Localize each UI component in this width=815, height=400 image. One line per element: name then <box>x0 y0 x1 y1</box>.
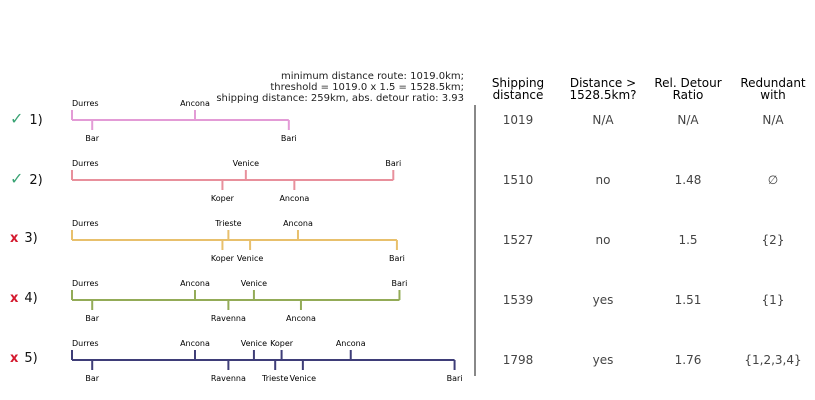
stop-label: Durres <box>72 159 99 168</box>
shipping-distance-line: shipping distance: 259km, abs. detour ra… <box>216 93 464 104</box>
distance-exceeds-cell: N/A <box>592 113 614 127</box>
header-distance-exceeds: Distance > 1528.5km? <box>569 76 637 102</box>
min-distance-line: minimum distance route: 1019.0km; <box>280 71 464 82</box>
stop-label: Bar <box>85 374 99 383</box>
redundant-with-cell: N/A <box>762 113 784 127</box>
header-shipping-distance: Shipping distance <box>491 76 545 102</box>
route-index-label: 2) <box>29 173 43 188</box>
header-redundant-with: Redundant with <box>740 76 806 102</box>
distance-exceeds-cell: no <box>595 233 611 247</box>
route-status: ✓ 2) <box>10 171 50 189</box>
route-index-label: 4) <box>24 291 38 306</box>
detour-ratio-cell: 1.48 <box>674 173 702 187</box>
cross-icon: x <box>10 291 19 306</box>
route-4: Durres Bar Ancona Ravenna Venice Ancona Bari <box>71 279 408 323</box>
shipping-distance-cell: 1527 <box>502 233 534 247</box>
cross-icon: x <box>10 231 19 246</box>
route-5: DurresBarAnconaRavennaVeniceTriesteKoper… <box>71 339 463 383</box>
stop-label: Bari <box>389 254 405 263</box>
stop-label: Venice <box>237 254 263 263</box>
route-summary-text: minimum distance route: 1019.0km; thresh… <box>104 71 464 104</box>
route-status: x 3) <box>10 231 50 247</box>
stop-label: Trieste <box>261 374 288 383</box>
distance-exceeds-cell: yes <box>592 353 614 367</box>
stop-label: Bari <box>385 159 401 168</box>
stop-label: Ancona <box>283 219 313 228</box>
stop-label: Durres <box>72 279 99 288</box>
stop-label: Ravenna <box>211 314 246 323</box>
detour-ratio-cell: 1.51 <box>674 293 702 307</box>
stop-label: Koper <box>211 194 235 203</box>
shipping-distance-cell: 1019 <box>502 113 534 127</box>
stop-label: Koper <box>270 339 294 348</box>
route-index-label: 1) <box>29 113 43 128</box>
stop-label: Ancona <box>180 279 210 288</box>
route-index-label: 3) <box>24 231 38 246</box>
stop-label: Bari <box>447 374 463 383</box>
stop-label: Durres <box>72 99 99 108</box>
stop-label: Bar <box>85 314 99 323</box>
stop-label: Venice <box>233 159 259 168</box>
shipping-distance-cell: 1539 <box>502 293 534 307</box>
stop-label: Ancona <box>180 99 210 108</box>
stop-label: Venice <box>241 339 267 348</box>
route-1: Durres Bar Ancona Bari <box>71 99 297 143</box>
check-icon: ✓ <box>10 169 24 188</box>
stop-label: Durres <box>72 339 99 348</box>
distance-exceeds-cell: no <box>595 173 611 187</box>
detour-ratio-cell: 1.5 <box>678 233 698 247</box>
stop-label: Venice <box>290 374 316 383</box>
threshold-line: threshold = 1019.0 x 1.5 = 1528.5km; <box>270 82 464 93</box>
stop-label: Ancona <box>336 339 366 348</box>
check-icon: ✓ <box>10 109 24 128</box>
cross-icon: x <box>10 351 19 366</box>
stop-label: Ancona <box>286 314 316 323</box>
shipping-distance-cell: 1798 <box>502 353 534 367</box>
route-status: x 5) <box>10 351 50 367</box>
route-status: ✓ 1) <box>10 111 50 129</box>
redundant-with-cell: {1} <box>761 293 785 307</box>
header-detour-ratio: Rel. Detour Ratio <box>654 76 722 102</box>
stop-label: Koper <box>211 254 235 263</box>
stop-label: Bari <box>281 134 297 143</box>
stop-label: Trieste <box>214 219 241 228</box>
detour-ratio-cell: N/A <box>677 113 699 127</box>
redundant-with-cell: ∅ <box>767 173 779 187</box>
route-3: Durres Koper Trieste Venice Ancona Bari <box>71 219 405 263</box>
stop-label: Ancona <box>279 194 309 203</box>
table-divider <box>474 105 476 376</box>
stop-label: Ancona <box>180 339 210 348</box>
redundant-with-cell: {1,2,3,4} <box>744 353 802 367</box>
route-index-label: 5) <box>24 351 38 366</box>
distance-exceeds-cell: yes <box>592 293 614 307</box>
stop-label: Ravenna <box>211 374 246 383</box>
detour-ratio-cell: 1.76 <box>674 353 702 367</box>
route-status: x 4) <box>10 291 50 307</box>
stop-label: Venice <box>241 279 267 288</box>
stop-label: Bar <box>85 134 99 143</box>
stop-label: Bari <box>392 279 408 288</box>
route-2: Durres Koper Venice Ancona Bari <box>71 159 401 203</box>
stop-label: Durres <box>72 219 99 228</box>
redundant-with-cell: {2} <box>761 233 785 247</box>
shipping-distance-cell: 1510 <box>502 173 534 187</box>
